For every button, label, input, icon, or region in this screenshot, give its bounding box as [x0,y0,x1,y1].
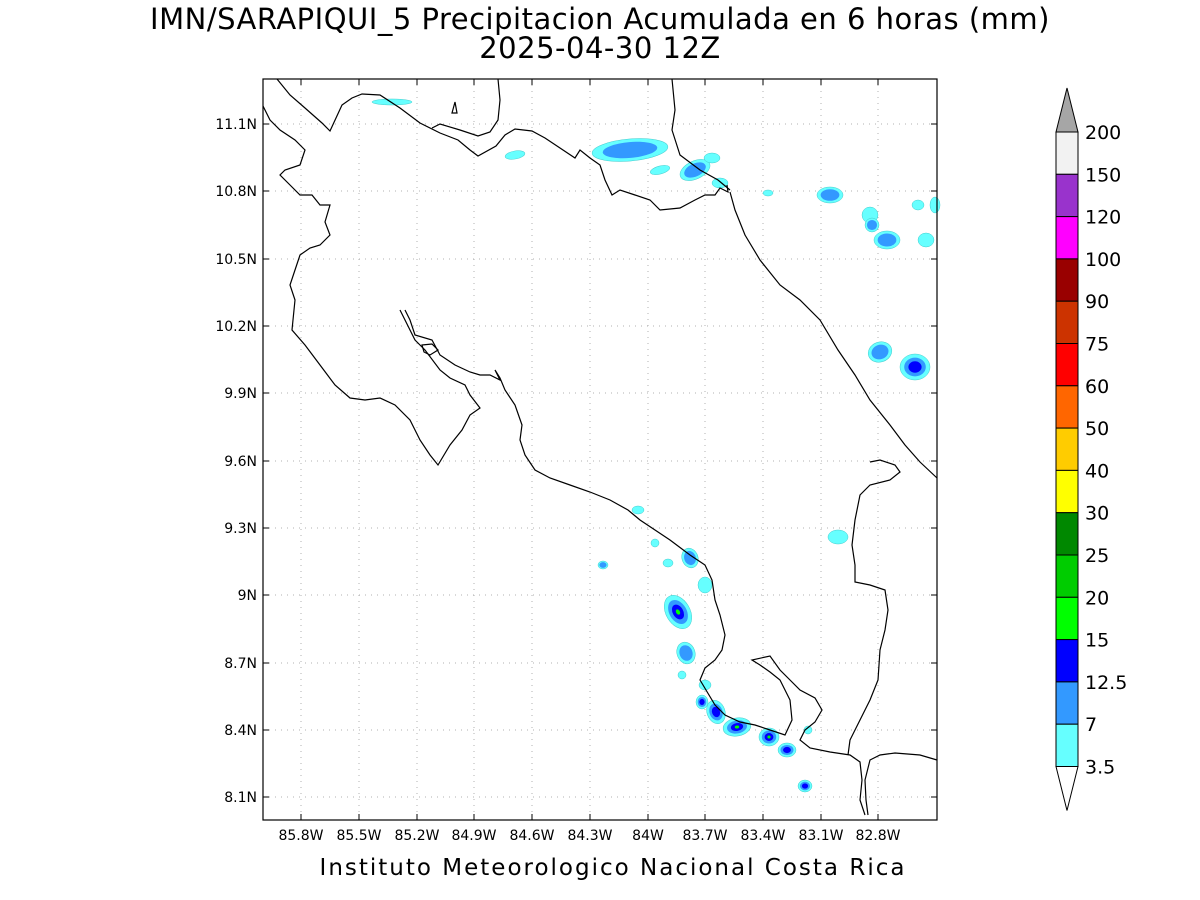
precipitation-cell [703,152,721,164]
precipitation-cell [711,706,721,718]
colorbar-label: 15 [1085,630,1109,652]
colorbar-label: 150 [1085,164,1121,186]
precipitation-cell [602,141,658,159]
colorbar-segment [1055,512,1079,556]
colorbar-label: 75 [1085,334,1109,356]
map-grid [263,79,937,820]
precipitation-cell [877,233,897,247]
colorbar-label: 20 [1085,587,1109,609]
colorbar-segment [1055,723,1079,768]
colorbar-segment [1055,469,1079,514]
precipitation-cell [908,361,922,373]
latitude-tick-label: 10.5N [215,252,257,268]
colorbar-label: 30 [1085,503,1109,525]
colorbar-label: 100 [1085,249,1121,271]
latitude-tick-label: 9.9N [224,386,257,402]
colorbar-label: 12.5 [1085,672,1127,694]
longitude-tick-label: 83.7W [682,828,727,844]
latitude-tick-label: 8.7N [224,656,257,672]
precipitation-cell [697,576,713,594]
footer-institution: Instituto Meteorologico Nacional Costa R… [319,855,907,881]
latitude-axis: 11.1N 10.8N 10.5N 10.2N 9.9N 9.6N 9.3N 9N 8.7N 8.… [215,117,937,806]
precipitation-cell [662,558,674,568]
colorbar-segment [1055,385,1079,429]
longitude-tick-label: 85.8W [278,828,323,844]
precipitation-cell [679,645,693,661]
precipitation-field [371,98,941,793]
latitude-tick-label: 11.1N [215,117,257,133]
colorbar-max-arrow [1055,87,1079,133]
latitude-tick-label: 10.8N [215,184,257,200]
precipitation-cell [801,783,809,789]
latitude-tick-label: 9N [238,588,257,604]
precipitation-cell [371,98,413,106]
precipitation-cell [929,196,941,214]
colorbar: 3.5 7 12.5 15 20 25 30 40 50 60 75 90 100 120 150 200 [1055,87,1127,811]
precipitation-cell [783,746,791,754]
colorbar-segment [1055,258,1079,302]
latitude-tick-label: 8.1N [224,790,257,806]
longitude-tick-label: 83.1W [798,828,843,844]
precipitation-cell [675,609,681,615]
precipitation-cell [871,344,889,360]
colorbar-segment [1055,216,1079,260]
precipitation-cell [631,505,645,515]
precipitation-cell [820,189,840,201]
colorbar-label: 25 [1085,545,1109,567]
precipitation-cell [911,199,925,211]
precipitation-cell [866,219,878,231]
colorbar-label: 7 [1085,714,1097,736]
colorbar-segment [1055,681,1079,725]
longitude-axis: 85.8W 85.5W 85.2W 84.9W 84.6W 84.3W 84W 83.7W 83… [278,79,901,844]
longitude-tick-label: 84W [632,828,664,844]
latitude-tick-label: 9.3N [224,521,257,537]
latitude-tick-label: 8.4N [224,723,257,739]
longitude-tick-label: 84.6W [509,828,554,844]
colorbar-min-arrow [1055,766,1079,811]
map-frame [262,78,938,821]
longitude-tick-label: 84.3W [567,828,612,844]
precipitation-cell [827,529,849,545]
colorbar-label: 60 [1085,376,1109,398]
longitude-tick-label: 85.2W [394,828,439,844]
colorbar-label: 120 [1085,207,1121,229]
precipitation-cell [684,162,706,178]
colorbar-segment [1055,639,1079,683]
colorbar-segment [1055,343,1079,387]
latitude-tick-label: 10.2N [215,319,257,335]
longitude-tick-label: 84.9W [451,828,496,844]
precipitation-cell [650,538,660,548]
colorbar-segment [1055,131,1079,175]
colorbar-segment [1055,173,1079,218]
precipitation-cell [699,698,705,706]
map-subtitle-date: 2025-04-30 12Z [479,31,721,65]
precipitation-cell [684,550,696,566]
precipitation-cell [734,725,740,729]
latitude-tick-label: 9.6N [224,454,257,470]
precipitation-cell [917,232,935,248]
precipitation-cell [650,165,670,175]
colorbar-label: 40 [1085,460,1109,482]
colorbar-segment [1055,554,1079,598]
colorbar-label: 200 [1085,122,1121,144]
precipitation-cell [504,150,526,160]
map-title: IMN/SARAPIQUI_5 Precipitacion Acumulada … [150,2,1050,36]
colorbar-label: 3.5 [1085,757,1115,779]
colorbar-segment [1055,300,1079,345]
longitude-tick-label: 83.4W [740,828,785,844]
longitude-tick-label: 82.8W [855,828,900,844]
precipitation-cell [762,189,774,197]
colorbar-label: 90 [1085,291,1109,313]
precipitation-cell [803,725,813,735]
coastline [262,78,938,816]
colorbar-segment [1055,427,1079,471]
precipitation-cell [767,735,771,739]
longitude-tick-label: 85.5W [336,828,381,844]
precipitation-cell [599,562,607,568]
colorbar-segment [1055,596,1079,641]
colorbar-label: 50 [1085,418,1109,440]
precipitation-cell [677,670,687,680]
